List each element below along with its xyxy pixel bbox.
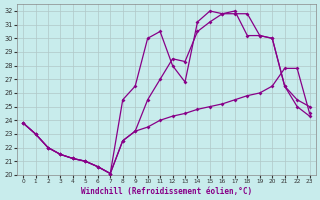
X-axis label: Windchill (Refroidissement éolien,°C): Windchill (Refroidissement éolien,°C) <box>81 187 252 196</box>
